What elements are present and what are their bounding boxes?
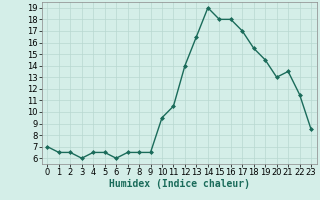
- X-axis label: Humidex (Indice chaleur): Humidex (Indice chaleur): [109, 179, 250, 189]
